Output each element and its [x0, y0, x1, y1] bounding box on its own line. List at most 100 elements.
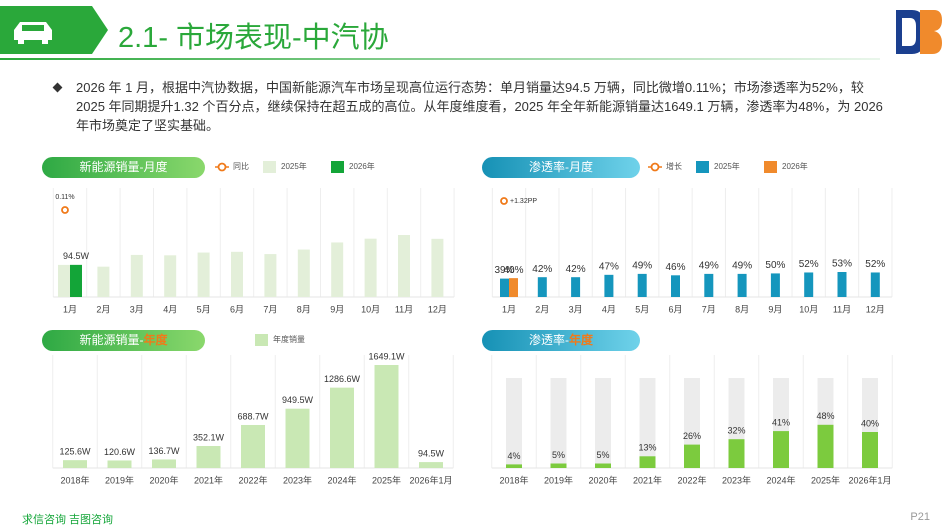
data-label: 5%: [596, 450, 609, 460]
bar: [604, 274, 614, 297]
bar: [364, 238, 377, 297]
bar: [728, 439, 745, 468]
x-tick-label: 2025年: [372, 474, 401, 485]
bar: [571, 277, 581, 297]
chart-title-pill: [42, 157, 205, 178]
point-label: 0.11%: [55, 194, 74, 201]
x-tick-label: 2018年: [60, 474, 89, 485]
x-tick-label: 8月: [297, 304, 311, 314]
bar: [231, 251, 243, 297]
x-tick-label: 2019年: [544, 474, 573, 485]
x-tick-label: 12月: [428, 304, 447, 314]
bar: [196, 446, 221, 468]
x-tick-label: 8月: [735, 304, 749, 314]
data-label: 1286.6W: [324, 374, 361, 384]
bar: [737, 273, 747, 297]
x-tick-label: 2021年: [194, 474, 223, 485]
data-label: 49%: [632, 261, 652, 272]
chart-title-pill: [42, 330, 205, 351]
bar: [419, 462, 443, 468]
data-label: 41%: [772, 417, 790, 427]
chart-title-main: 新能源销量-月度: [80, 159, 168, 174]
bar: [130, 254, 143, 297]
chart-title-pill: [482, 330, 640, 351]
x-tick-label: 5月: [635, 304, 649, 314]
data-label: 40%: [503, 265, 523, 276]
x-tick-label: 10月: [361, 304, 380, 314]
data-label: 949.5W: [282, 395, 314, 405]
x-tick-label: 3月: [569, 304, 583, 314]
bar-background: [639, 378, 656, 468]
summary-text: 2026 年 1 月，根据中汽协数据，中国新能源汽车市场呈现高位运行态势：单月销…: [76, 80, 883, 133]
x-tick-label: 2024年: [327, 474, 356, 485]
data-label: 5%: [552, 450, 565, 460]
legend-label: 年度销量: [273, 334, 305, 344]
x-tick-label: 2022年: [677, 474, 706, 485]
logo: [896, 10, 942, 54]
bar: [817, 424, 834, 468]
x-tick-label: 2022年: [238, 474, 267, 485]
bar: [773, 431, 789, 468]
legend-marker: [650, 162, 660, 172]
data-label: 1649.1W: [368, 351, 405, 361]
x-tick-label: 11月: [833, 304, 851, 314]
bar: [70, 264, 82, 297]
x-tick-label: 2月: [535, 304, 549, 314]
x-tick-label: 2025年: [811, 474, 840, 485]
legend-label: 同比: [233, 161, 249, 171]
car-icon: [14, 22, 52, 44]
data-label: 136.7W: [148, 446, 180, 456]
data-label: 94.5W: [63, 251, 90, 261]
chart-title-emphasis: 年度: [569, 332, 594, 347]
data-label: 49%: [732, 261, 752, 272]
bar: [285, 408, 310, 468]
bar: [431, 238, 444, 297]
chart-title: 新能源销量-月度: [80, 159, 168, 174]
x-tick-label: 6月: [668, 304, 682, 314]
chart-title-pill: [482, 157, 640, 178]
header-rule: [0, 58, 880, 60]
bar: [837, 272, 847, 297]
bar-background: [506, 378, 522, 468]
x-tick-label: 6月: [230, 304, 244, 314]
bar: [671, 275, 680, 297]
data-label: 352.1W: [193, 432, 225, 442]
bar: [152, 459, 176, 468]
bar: [264, 254, 277, 297]
bar: [595, 463, 611, 468]
bar: [398, 235, 410, 297]
x-tick-label: 2024年: [766, 474, 795, 485]
x-tick-label: 2020年: [588, 474, 617, 485]
x-tick-label: 2021年: [633, 474, 662, 485]
bar: [164, 255, 177, 297]
data-label: 688.7W: [237, 411, 269, 421]
data-label: 48%: [816, 411, 834, 421]
data-label: 42%: [566, 264, 586, 275]
chart-title: 新能源销量-年度: [79, 332, 168, 347]
x-tick-label: 5月: [197, 304, 211, 314]
x-tick-label: 2026年1月: [848, 474, 891, 485]
footer-brand: 求信咨询 吉图咨询: [22, 514, 114, 526]
bar: [197, 252, 210, 297]
bar: [870, 272, 880, 297]
data-label: 42%: [532, 264, 552, 275]
data-label: 94.5W: [418, 448, 445, 458]
data-label: 39%: [494, 265, 514, 276]
page-number: P21: [910, 511, 930, 523]
bar: [804, 272, 814, 297]
x-tick-label: 2023年: [283, 474, 312, 485]
bar-background: [595, 378, 611, 468]
bar: [639, 456, 656, 468]
legend-label: 增长: [666, 161, 682, 171]
x-tick-label: 9月: [768, 304, 782, 314]
x-tick-label: 2023年: [722, 474, 751, 485]
legend-label: 2025年: [714, 161, 740, 171]
data-label: 120.6W: [104, 447, 136, 457]
bar: [63, 460, 87, 468]
bar: [500, 278, 509, 297]
bar: [704, 273, 714, 297]
bar: [331, 242, 344, 297]
x-tick-label: 2019年: [105, 474, 134, 485]
bar: [684, 444, 700, 468]
